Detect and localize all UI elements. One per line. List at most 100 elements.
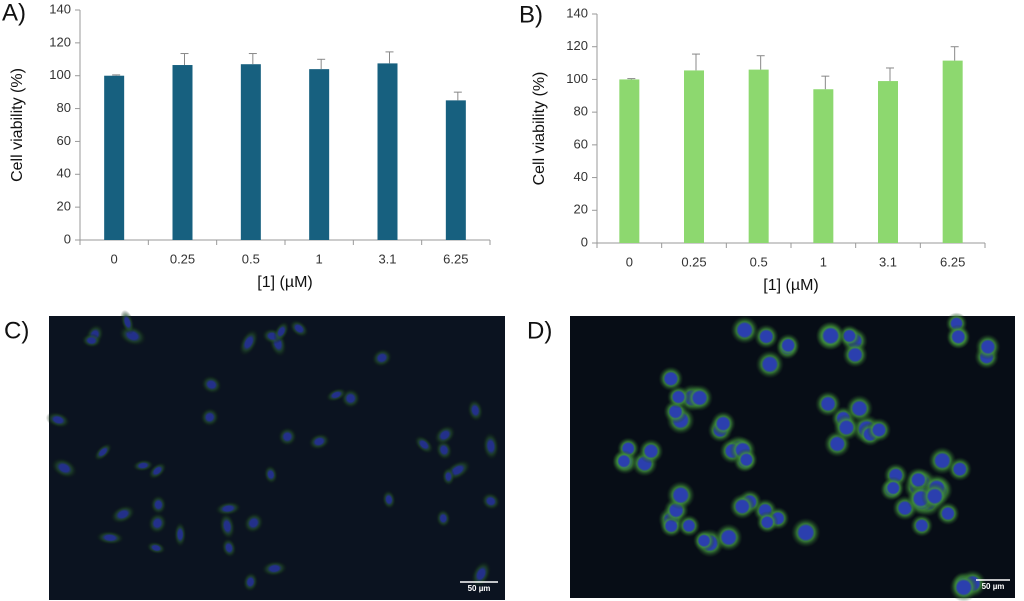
cell — [845, 394, 874, 423]
cell — [325, 387, 347, 403]
cell — [242, 571, 259, 593]
bar — [445, 100, 466, 240]
x-axis-title: [1] (µM) — [763, 277, 818, 294]
bar — [172, 65, 193, 241]
y-tick-label: 140 — [49, 1, 71, 16]
x-tick-label: 0 — [626, 254, 633, 269]
cell — [729, 493, 756, 520]
cell — [273, 321, 290, 343]
x-tick-label: 0 — [111, 251, 118, 266]
cell — [263, 464, 278, 485]
cell — [238, 328, 259, 357]
cell — [441, 467, 456, 487]
error-bar — [317, 58, 326, 70]
cell — [218, 512, 236, 540]
error-bar — [248, 53, 257, 65]
cell — [150, 494, 167, 515]
cell — [815, 390, 842, 417]
y-tick-label: 20 — [574, 202, 588, 217]
y-tick-label: 80 — [57, 100, 71, 115]
bar — [813, 89, 834, 243]
bar — [309, 69, 330, 241]
cell — [692, 529, 716, 552]
cell — [120, 309, 135, 335]
cell — [753, 324, 779, 349]
cell — [45, 411, 71, 429]
bar — [748, 69, 769, 243]
error-bar — [453, 91, 462, 101]
cell — [261, 560, 288, 577]
cell — [308, 433, 331, 451]
y-tick-label: 140 — [566, 5, 588, 20]
cell — [710, 410, 736, 437]
error-bar — [692, 53, 700, 71]
cell — [95, 530, 125, 545]
cell — [221, 537, 237, 558]
cell — [146, 541, 166, 555]
error-bar — [385, 51, 394, 64]
bar — [377, 63, 398, 241]
cell — [147, 512, 168, 534]
error-bar — [112, 74, 121, 76]
cell — [842, 342, 868, 368]
error-bar — [627, 78, 636, 80]
x-tick-label: 3.1 — [378, 251, 396, 266]
cell — [666, 385, 691, 409]
x-tick-label: 6.25 — [940, 254, 965, 269]
cell — [949, 573, 979, 601]
bar — [240, 64, 261, 240]
x-axis-title: [1] (µM) — [257, 274, 312, 291]
micrograph — [570, 312, 1015, 601]
cell — [289, 319, 309, 338]
micrograph — [45, 309, 505, 600]
panel-label: C) — [4, 317, 29, 344]
y-tick-label: 40 — [574, 169, 588, 184]
error-bar — [886, 67, 894, 82]
y-axis-title: Cell viability (%) — [9, 68, 26, 182]
x-tick-label: 1 — [820, 254, 827, 269]
cell — [756, 511, 779, 534]
cell — [658, 366, 684, 392]
bar — [619, 79, 640, 243]
x-tick-label: 0.25 — [170, 251, 195, 266]
cell — [686, 384, 714, 412]
x-tick-label: 1 — [316, 251, 323, 266]
cell — [81, 333, 102, 348]
cell — [638, 438, 664, 464]
y-tick-label: 120 — [566, 38, 588, 53]
cell — [975, 334, 1001, 360]
panel-label: B) — [519, 1, 543, 28]
cell — [132, 459, 154, 472]
cell — [371, 348, 393, 368]
cell — [946, 324, 971, 350]
cell — [414, 435, 434, 455]
cell — [481, 492, 501, 511]
y-tick-label: 80 — [574, 104, 588, 119]
cell — [677, 514, 701, 538]
y-tick-label: 20 — [57, 199, 71, 214]
y-axis-title: Cell viability (%) — [531, 72, 548, 186]
bar — [878, 81, 898, 243]
error-bar — [950, 46, 959, 61]
bar — [104, 75, 125, 240]
y-tick-label: 60 — [57, 133, 71, 148]
y-tick-label: 100 — [566, 71, 588, 86]
panel-label: A) — [2, 0, 26, 26]
cell — [730, 315, 759, 345]
cell — [110, 504, 136, 524]
y-tick-label: 100 — [49, 67, 71, 82]
panel-label: D) — [527, 317, 552, 344]
cell — [470, 560, 492, 588]
cell — [93, 442, 113, 462]
cell — [866, 417, 892, 443]
cell — [482, 431, 500, 461]
cell — [714, 523, 743, 552]
cell — [881, 476, 905, 500]
cell — [200, 375, 223, 395]
x-tick-label: 6.25 — [443, 251, 468, 266]
scale-bar-label: 50 µm — [982, 582, 1005, 591]
cell — [776, 333, 801, 358]
cell — [612, 450, 636, 473]
x-tick-label: 0.25 — [681, 254, 706, 269]
